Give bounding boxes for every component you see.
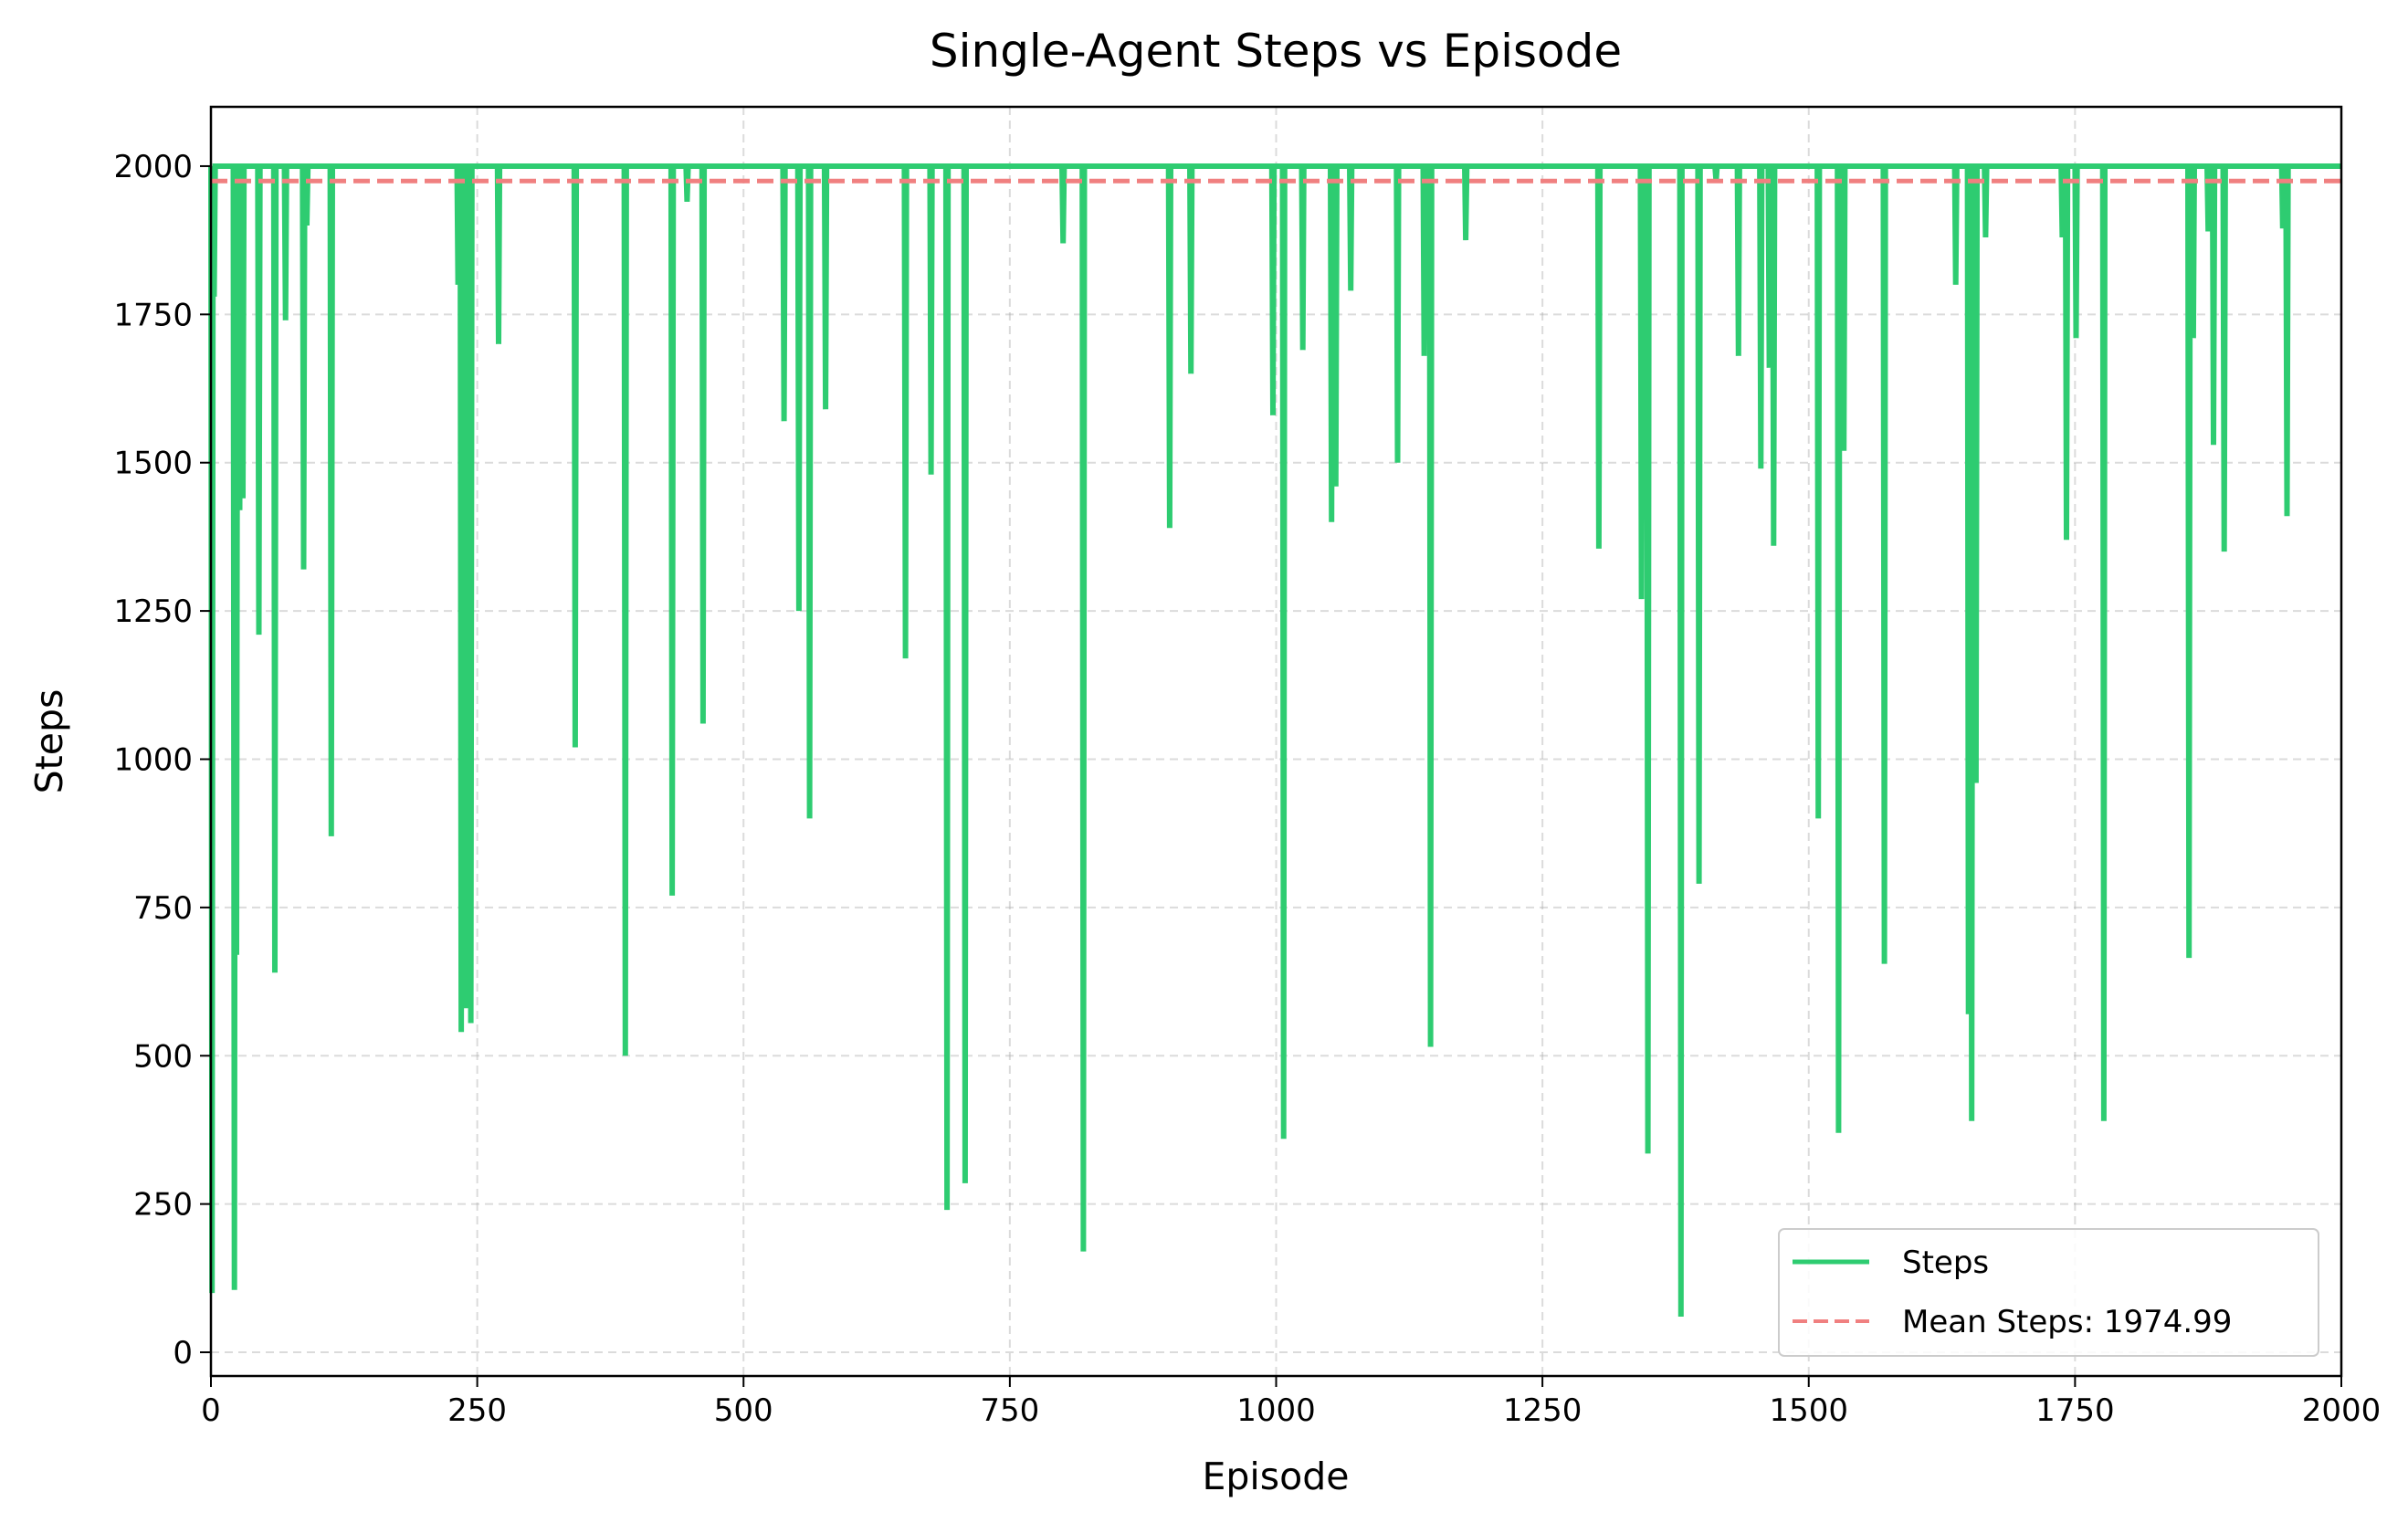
x-tick-label: 750: [980, 1392, 1039, 1429]
x-tick-label: 1750: [2035, 1392, 2115, 1429]
ticks: 0 250 500 750 1000 1250 1500 1750 2000 0 250 500 750…: [113, 149, 2381, 1429]
x-tick-label: 0: [201, 1392, 221, 1429]
y-tick-label: 1750: [113, 297, 193, 333]
y-tick-label: 2000: [113, 149, 193, 185]
x-axis-title: Episode: [1202, 1455, 1349, 1498]
legend-steps-label: Steps: [1902, 1245, 1989, 1281]
legend-box: [1778, 1228, 2319, 1357]
y-tick-label: 500: [133, 1038, 193, 1075]
y-tick-label: 750: [133, 890, 193, 927]
x-tick-label: 1000: [1236, 1392, 1316, 1429]
y-tick-label: 1000: [113, 741, 193, 778]
y-tick-label: 250: [133, 1187, 193, 1224]
legend-mean-label: Mean Steps: 1974.99: [1902, 1304, 2232, 1340]
y-tick-label: 1500: [113, 446, 193, 482]
y-tick-label: 1250: [113, 593, 193, 630]
legend: Steps Mean Steps: 1974.99: [1778, 1228, 2319, 1357]
y-axis-title: Steps: [27, 689, 71, 794]
x-tick-label: 500: [714, 1392, 773, 1429]
x-tick-label: 1500: [1769, 1392, 1848, 1429]
x-tick-label: 1250: [1503, 1392, 1583, 1429]
x-tick-label: 2000: [2302, 1392, 2382, 1429]
chart-title: Single-Agent Steps vs Episode: [930, 25, 1622, 78]
x-tick-label: 250: [447, 1392, 507, 1429]
y-tick-label: 0: [173, 1335, 193, 1371]
series-layer: [208, 163, 2341, 1318]
